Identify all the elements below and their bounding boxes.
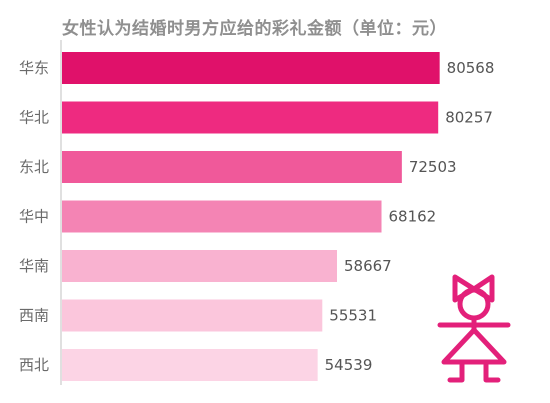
value-label-4: 58667 <box>344 257 392 275</box>
category-label-6: 西北 <box>19 356 49 374</box>
category-label-0: 华东 <box>19 59 49 77</box>
bar-2 <box>62 151 402 183</box>
category-label-3: 华中 <box>19 208 49 226</box>
category-label-5: 西南 <box>19 307 49 325</box>
chart-title: 女性认为结婚时男方应给的彩礼金额（单位：元） <box>62 19 447 39</box>
bar-4 <box>62 250 338 282</box>
girl-figure-icon <box>437 274 511 383</box>
value-label-1: 80257 <box>445 109 493 127</box>
value-label-3: 68162 <box>389 208 437 226</box>
value-label-0: 80568 <box>447 59 495 77</box>
value-label-6: 54539 <box>325 356 373 374</box>
bars-layer: 华东 80568 华北 80257 东北 72503 华中 68162 华南 58667 西南 555… <box>19 52 494 381</box>
value-label-5: 55531 <box>329 307 377 325</box>
category-label-2: 东北 <box>19 158 49 176</box>
bar-3 <box>62 200 382 233</box>
category-label-1: 华北 <box>19 109 49 127</box>
value-label-2: 72503 <box>409 158 457 176</box>
bar-1 <box>62 101 439 134</box>
bar-5 <box>62 299 323 332</box>
bar-0 <box>62 52 440 84</box>
category-label-4: 华南 <box>19 257 49 275</box>
bar-6 <box>62 349 318 381</box>
